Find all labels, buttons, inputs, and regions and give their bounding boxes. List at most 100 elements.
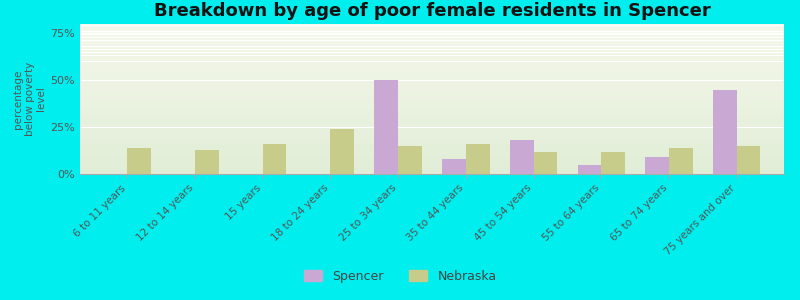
- Bar: [80, 112, 784, 114]
- Bar: [80, 110, 784, 111]
- Bar: [80, 46, 784, 48]
- Bar: [80, 99, 784, 100]
- Bar: [80, 27, 784, 28]
- Bar: [534, 152, 558, 174]
- Bar: [80, 40, 784, 42]
- Bar: [80, 81, 784, 82]
- Bar: [80, 130, 784, 132]
- Bar: [80, 56, 784, 57]
- Bar: [80, 24, 784, 26]
- Bar: [80, 138, 784, 140]
- Bar: [80, 111, 784, 112]
- Bar: [80, 64, 784, 66]
- Bar: [80, 168, 784, 170]
- Bar: [80, 153, 784, 154]
- Bar: [80, 76, 784, 78]
- Bar: [80, 52, 784, 54]
- Bar: [80, 82, 784, 84]
- Bar: [80, 126, 784, 128]
- Bar: [80, 51, 784, 52]
- Bar: [80, 93, 784, 94]
- Bar: [80, 34, 784, 36]
- Bar: [80, 57, 784, 58]
- Bar: [80, 103, 784, 105]
- Bar: [80, 61, 784, 63]
- Bar: [80, 74, 784, 75]
- Bar: [80, 66, 784, 68]
- Bar: [80, 50, 784, 51]
- Bar: [602, 152, 625, 174]
- Bar: [80, 122, 784, 123]
- Bar: [195, 150, 218, 174]
- Bar: [374, 80, 398, 174]
- Bar: [80, 60, 784, 61]
- Bar: [669, 148, 693, 174]
- Title: Breakdown by age of poor female residents in Spencer: Breakdown by age of poor female resident…: [154, 2, 710, 20]
- Bar: [398, 146, 422, 174]
- Bar: [80, 38, 784, 39]
- Bar: [80, 148, 784, 150]
- Bar: [80, 156, 784, 158]
- Bar: [80, 105, 784, 106]
- Bar: [80, 136, 784, 138]
- Bar: [578, 165, 602, 174]
- Bar: [80, 160, 784, 162]
- Bar: [80, 45, 784, 46]
- Bar: [80, 48, 784, 50]
- Bar: [80, 28, 784, 30]
- Bar: [80, 44, 784, 45]
- Bar: [80, 85, 784, 87]
- Bar: [80, 134, 784, 135]
- Bar: [80, 152, 784, 153]
- Bar: [80, 84, 784, 86]
- Bar: [80, 167, 784, 168]
- Bar: [80, 128, 784, 129]
- Bar: [80, 117, 784, 118]
- Bar: [80, 114, 784, 116]
- Bar: [737, 146, 760, 174]
- Bar: [80, 158, 784, 159]
- Bar: [80, 116, 784, 117]
- Bar: [80, 32, 784, 33]
- Bar: [80, 124, 784, 126]
- Bar: [466, 144, 490, 174]
- Bar: [80, 88, 784, 90]
- Bar: [80, 144, 784, 146]
- Bar: [80, 147, 784, 148]
- Bar: [80, 78, 784, 80]
- Bar: [713, 90, 737, 174]
- Bar: [80, 159, 784, 160]
- Y-axis label: percentage
below poverty
level: percentage below poverty level: [13, 62, 46, 136]
- Bar: [80, 132, 784, 134]
- Bar: [80, 33, 784, 34]
- Bar: [80, 63, 784, 64]
- Bar: [80, 146, 784, 147]
- Bar: [80, 87, 784, 88]
- Bar: [80, 100, 784, 102]
- Bar: [80, 70, 784, 72]
- Bar: [80, 169, 784, 171]
- Bar: [80, 102, 784, 104]
- Bar: [80, 94, 784, 96]
- Bar: [262, 144, 286, 174]
- Bar: [80, 69, 784, 70]
- Bar: [80, 108, 784, 110]
- Bar: [80, 39, 784, 40]
- Bar: [80, 118, 784, 120]
- Bar: [80, 92, 784, 93]
- Bar: [80, 135, 784, 136]
- Bar: [80, 58, 784, 60]
- Bar: [80, 26, 784, 27]
- Bar: [80, 172, 784, 174]
- Bar: [80, 96, 784, 98]
- Bar: [80, 120, 784, 122]
- Bar: [80, 142, 784, 144]
- Bar: [646, 157, 669, 174]
- Bar: [127, 148, 151, 174]
- Bar: [80, 98, 784, 99]
- Bar: [80, 36, 784, 38]
- Bar: [80, 164, 784, 165]
- Bar: [80, 171, 784, 172]
- Bar: [80, 42, 784, 44]
- Bar: [80, 140, 784, 141]
